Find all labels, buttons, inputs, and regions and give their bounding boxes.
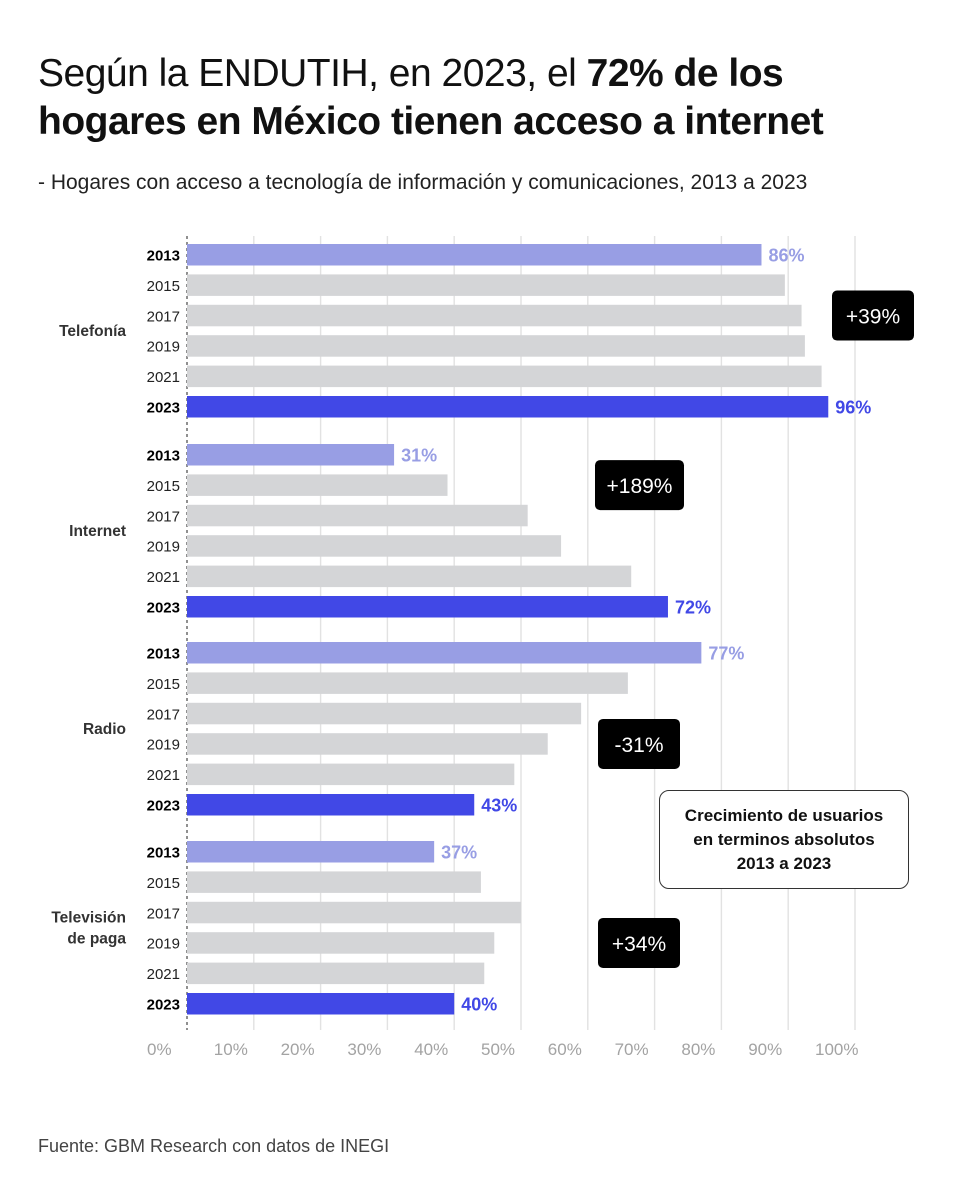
bar xyxy=(187,672,628,694)
growth-badge-label: +189% xyxy=(607,475,673,498)
data-label: 77% xyxy=(708,644,744,664)
group-label: Radio xyxy=(83,721,126,738)
year-label: 2015 xyxy=(147,676,180,693)
x-tick-label: 100% xyxy=(815,1040,858,1059)
year-label: 2023 xyxy=(147,400,180,417)
growth-badge-label: +34% xyxy=(612,933,666,956)
x-tick-label: 60% xyxy=(548,1040,582,1059)
x-tick-label: 40% xyxy=(414,1040,448,1059)
data-label: 37% xyxy=(441,843,477,863)
year-label: 2023 xyxy=(147,997,180,1014)
bar xyxy=(187,596,668,618)
bar xyxy=(187,871,481,893)
year-label: 2019 xyxy=(147,539,180,556)
group-label: Internet xyxy=(69,523,126,540)
bar xyxy=(187,901,521,924)
data-label: 31% xyxy=(401,446,437,466)
group-label: de paga xyxy=(67,930,126,947)
bar xyxy=(187,642,702,664)
year-label: 2017 xyxy=(147,905,180,922)
x-tick-label: 90% xyxy=(748,1040,782,1059)
year-label: 2019 xyxy=(147,737,180,754)
year-label: 2015 xyxy=(147,478,180,495)
year-label: 2013 xyxy=(147,646,180,663)
growth-badge-label: -31% xyxy=(614,734,663,757)
bar xyxy=(187,396,829,418)
year-label: 2021 xyxy=(147,767,180,784)
chart-title: Según la ENDUTIH, en 2023, el 72% de los… xyxy=(38,50,918,146)
group-label: Televisión xyxy=(51,909,126,926)
growth-badge-label: +39% xyxy=(846,306,900,329)
data-label: 96% xyxy=(835,398,871,418)
year-label: 2023 xyxy=(147,798,180,815)
bar xyxy=(187,504,528,527)
group-label: Telefonía xyxy=(59,323,126,340)
year-label: 2017 xyxy=(147,308,180,325)
bar xyxy=(187,244,762,266)
x-tick-label: 70% xyxy=(615,1040,649,1059)
legend-note: Crecimiento de usuarios en terminos abso… xyxy=(684,805,884,873)
year-label: 2013 xyxy=(147,845,180,862)
year-label: 2021 xyxy=(147,569,180,586)
year-label: 2013 xyxy=(147,448,180,465)
growth-badge xyxy=(832,290,914,341)
growth-badge xyxy=(595,460,684,511)
x-tick-label: 30% xyxy=(347,1040,381,1059)
legend-box: Crecimiento de usuarios en terminos abso… xyxy=(659,790,909,889)
year-label: 2013 xyxy=(147,248,180,265)
bar xyxy=(187,993,455,1015)
bar xyxy=(187,365,822,388)
year-label: 2017 xyxy=(147,706,180,723)
bar xyxy=(187,733,548,755)
title-bold: 72% de los hogares en México tienen acce… xyxy=(38,52,824,143)
year-label: 2015 xyxy=(147,875,180,892)
bar xyxy=(187,763,515,786)
bar xyxy=(187,565,632,588)
growth-badge xyxy=(598,718,680,769)
year-label: 2019 xyxy=(147,339,180,356)
chart-subtitle: - Hogares con acceso a tecnología de inf… xyxy=(38,171,808,194)
bar xyxy=(187,841,435,863)
bar xyxy=(187,444,395,466)
year-label: 2015 xyxy=(147,278,180,295)
year-label: 2021 xyxy=(147,966,180,983)
bar xyxy=(187,962,485,985)
year-label: 2017 xyxy=(147,508,180,525)
x-tick-label: 80% xyxy=(681,1040,715,1059)
growth-badge xyxy=(598,917,680,968)
bar xyxy=(187,335,805,357)
x-tick-label: 10% xyxy=(214,1040,248,1059)
title-regular: Según la ENDUTIH, en 2023, el xyxy=(38,52,587,95)
x-tick-label: 0% xyxy=(147,1040,172,1059)
x-tick-label: 20% xyxy=(281,1040,315,1059)
x-tick-label: 50% xyxy=(481,1040,515,1059)
data-label: 86% xyxy=(768,246,804,266)
data-label: 40% xyxy=(461,995,497,1015)
bar xyxy=(187,474,448,496)
bar xyxy=(187,702,582,725)
data-label: 43% xyxy=(481,796,517,816)
bar xyxy=(187,932,495,954)
bar xyxy=(187,304,802,327)
data-label: 72% xyxy=(675,598,711,618)
year-label: 2021 xyxy=(147,369,180,386)
source-note: Fuente: GBM Research con datos de INEGI xyxy=(38,1136,390,1156)
year-label: 2023 xyxy=(147,600,180,617)
bar xyxy=(187,794,475,816)
bar xyxy=(187,274,785,296)
year-label: 2019 xyxy=(147,936,180,953)
bar xyxy=(187,535,562,557)
